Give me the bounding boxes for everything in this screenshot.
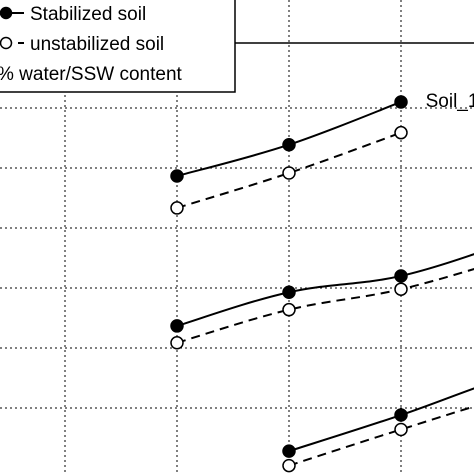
soil-1-unstabilized-point bbox=[170, 201, 184, 215]
soil-2-unstabilized-point bbox=[170, 336, 184, 350]
soil-3-stabilized-point bbox=[282, 444, 296, 458]
soil-2-unstabilized-point bbox=[394, 282, 408, 296]
legend-label: unstabilized soil bbox=[30, 34, 164, 55]
soil-1-stabilized-point bbox=[394, 95, 408, 109]
soil-3-stabilized-line bbox=[288, 387, 474, 453]
soil-2-stabilized-line bbox=[176, 253, 474, 327]
soil-3-unstabilized-point bbox=[394, 422, 408, 437]
series-lines bbox=[176, 101, 474, 467]
legend-label: Stabilized soil bbox=[30, 4, 146, 25]
soil-2-stabilized-point bbox=[394, 269, 408, 283]
legend-label: % water/SSW content bbox=[0, 64, 183, 85]
soil-1-unstabilized-point bbox=[282, 166, 296, 180]
soil-3-stabilized-point bbox=[394, 408, 408, 422]
soil-2-unstabilized-line bbox=[176, 267, 474, 344]
data-points bbox=[170, 95, 408, 473]
legend-marker-sample bbox=[0, 36, 13, 50]
legend: Stabilized soil unstabilized soil % water/… bbox=[0, 0, 236, 93]
soil-1-stabilized-point bbox=[170, 169, 184, 183]
soil-2-unstabilized-point bbox=[282, 302, 296, 317]
soil-1-unstabilized-point bbox=[394, 125, 408, 140]
legend-box bbox=[0, 0, 236, 93]
series-annotation: Soil_1 bbox=[426, 91, 474, 112]
soil-2-stabilized-point bbox=[282, 285, 296, 299]
legend-marker-sample bbox=[0, 6, 13, 20]
soil-3-unstabilized-line bbox=[288, 405, 474, 467]
soil-1-stabilized-point bbox=[282, 137, 296, 152]
soil-3-unstabilized-point bbox=[282, 458, 296, 473]
annotations: Soil_1Soil_Soil_3 bbox=[426, 91, 474, 112]
soil-2-stabilized-point bbox=[170, 319, 184, 333]
